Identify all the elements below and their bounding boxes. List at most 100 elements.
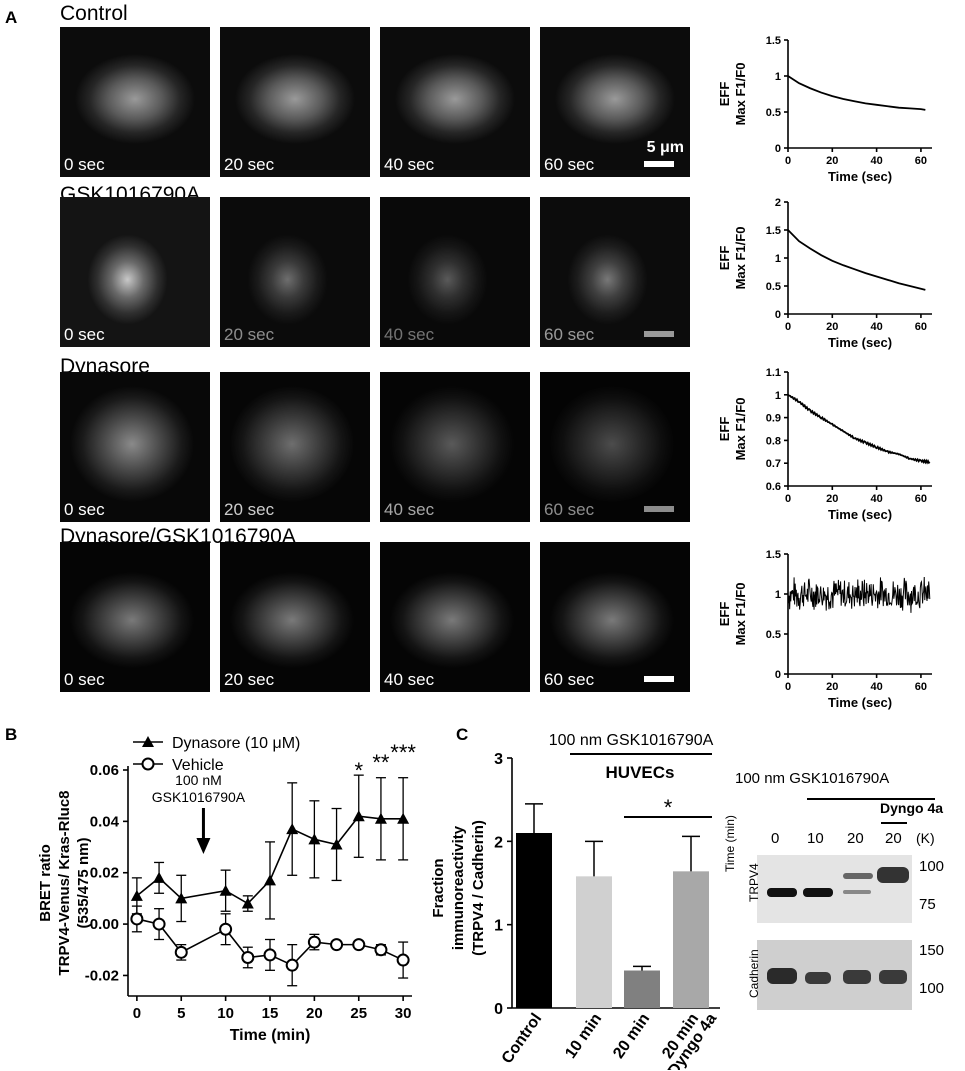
time-label: 20 sec	[224, 500, 275, 519]
x-tick-label: 10	[217, 1005, 234, 1022]
data-point	[352, 810, 365, 822]
time-label: 40 sec	[384, 325, 435, 344]
micrograph-image: 60 sec	[540, 542, 690, 692]
blot-cadherin-strip	[757, 940, 912, 1010]
data-point	[152, 917, 166, 931]
blot-band	[843, 873, 873, 879]
blot-cadherin-label: Cadherin	[747, 949, 761, 998]
y-tick-label: 2	[494, 834, 503, 851]
data-point	[308, 833, 321, 845]
scale-bar	[644, 331, 674, 337]
chart-a-dynasore-gsk: 0 0.5 1 1.5 0 20 40 60 Time (sec) EFF Max F1/F0	[717, 549, 932, 710]
blot-band	[879, 970, 907, 984]
y-tick-label: 1.5	[766, 549, 781, 561]
y-tick-label: 0.5	[766, 629, 781, 641]
data-point	[174, 945, 188, 959]
y-axis-label: Max F1/F0	[733, 398, 748, 461]
cell-type-label: HUVECs	[606, 763, 675, 782]
x-tick-label: 5	[177, 1005, 185, 1022]
x-tick-label: 20	[826, 681, 838, 693]
y-tick-label: 1	[494, 918, 503, 935]
legend-marker	[141, 757, 155, 771]
scale-bar	[644, 676, 674, 682]
time-label: 0 sec	[64, 500, 105, 519]
blot-band	[843, 890, 871, 894]
chart-b-bret: -0.02 0.00 0.02 0.04 0.06 0 5 10 15 20 25 30 Time (m…	[37, 735, 416, 1044]
x-tick-label: 30	[395, 1005, 412, 1022]
blot-trpv4-strip	[757, 855, 912, 923]
data-point	[397, 812, 410, 824]
blot-treatment-line	[807, 798, 935, 800]
y-axis-label: EFF	[717, 602, 732, 627]
bar	[576, 876, 612, 1008]
scale-bar	[644, 161, 674, 167]
scale-bar	[644, 506, 674, 512]
time-label: 60 sec	[544, 500, 595, 519]
blot-band	[877, 867, 909, 883]
y-tick-label: 1.5	[766, 35, 781, 47]
annotation-label: GSK1016790A	[152, 789, 246, 805]
chart-c-immunoreactivity: 0 1 2 3 Fraction immunoreactivity (TRPV4 / Cad…	[430, 732, 720, 1070]
panel-c-letter: C	[456, 725, 469, 744]
x-tick-label: 0	[785, 321, 791, 333]
y-axis-label: immunoreactivity	[450, 825, 467, 950]
x-tick-label: 20	[306, 1005, 323, 1022]
panel-a-letter: A	[5, 8, 18, 27]
data-point	[130, 889, 143, 901]
y-tick-label: 0.04	[90, 813, 120, 830]
blot-inhibitor-label: Dyngo 4a	[880, 800, 944, 816]
bar	[624, 970, 660, 1008]
series-line	[136, 815, 404, 905]
y-tick-label: 0.6	[766, 481, 781, 493]
x-tick-label: 0	[133, 1005, 141, 1022]
x-tick-label: 20	[826, 321, 838, 333]
series-line	[787, 229, 926, 291]
time-label: 60 sec	[544, 325, 595, 344]
legend-label: Dynasore (10 μM)	[172, 735, 300, 752]
y-tick-label: 0	[775, 669, 781, 681]
y-tick-label: 1	[775, 390, 781, 402]
time-label: 0 sec	[64, 670, 105, 689]
significance-marker: *	[354, 758, 363, 783]
x-tick-label: Control	[499, 1011, 546, 1067]
chart-a-dynasore: 0.6 0.7 0.8 0.9 1 1.1 0 20 40 60 Time (sec) EFF Max …	[717, 367, 932, 522]
row-title-control: Control	[60, 2, 128, 25]
data-point	[352, 938, 366, 952]
x-axis-label: Time (sec)	[828, 169, 892, 184]
data-point	[264, 874, 276, 886]
data-point	[330, 838, 343, 850]
blot-marker: 100	[919, 858, 945, 875]
x-tick-label: 20	[826, 155, 838, 167]
time-label: 40 sec	[384, 155, 435, 174]
blot-treatment-label: 100 nm GSK1016790A	[735, 770, 890, 787]
blot-band	[843, 970, 871, 984]
data-point	[263, 948, 277, 962]
y-tick-label: 0.02	[90, 865, 119, 882]
y-tick-label: -0.02	[85, 967, 119, 984]
blot-trpv4-label: TRPV4	[747, 863, 761, 902]
series-line	[787, 75, 926, 111]
micrograph-image: 40 sec	[380, 372, 530, 522]
significance-marker: ***	[390, 740, 416, 765]
y-tick-label: 0.7	[766, 458, 781, 470]
y-tick-label: 1	[775, 71, 781, 83]
x-axis-label: Time (sec)	[828, 695, 892, 710]
x-tick-label: 20	[826, 493, 838, 505]
blot-lane-label: 10	[807, 830, 824, 847]
data-point	[241, 950, 255, 964]
micrograph-image: 60 sec	[540, 372, 690, 522]
time-label: 40 sec	[384, 670, 435, 689]
x-tick-label: 40	[870, 681, 882, 693]
legend-label: Vehicle	[172, 757, 224, 774]
x-tick-label: 60	[915, 155, 927, 167]
data-point	[241, 897, 254, 909]
data-point	[286, 823, 299, 835]
data-point	[175, 892, 188, 904]
y-tick-label: 1.1	[766, 367, 781, 379]
y-axis-label: EFF	[717, 82, 732, 107]
bar	[673, 871, 709, 1008]
x-tick-label: 15	[262, 1005, 279, 1022]
x-tick-label: 40	[870, 321, 882, 333]
chart-a-control: 0 0.5 1 1.5 0 20 40 60 Time (sec) EFF Max F1/F0	[717, 35, 932, 184]
data-point	[307, 935, 321, 949]
